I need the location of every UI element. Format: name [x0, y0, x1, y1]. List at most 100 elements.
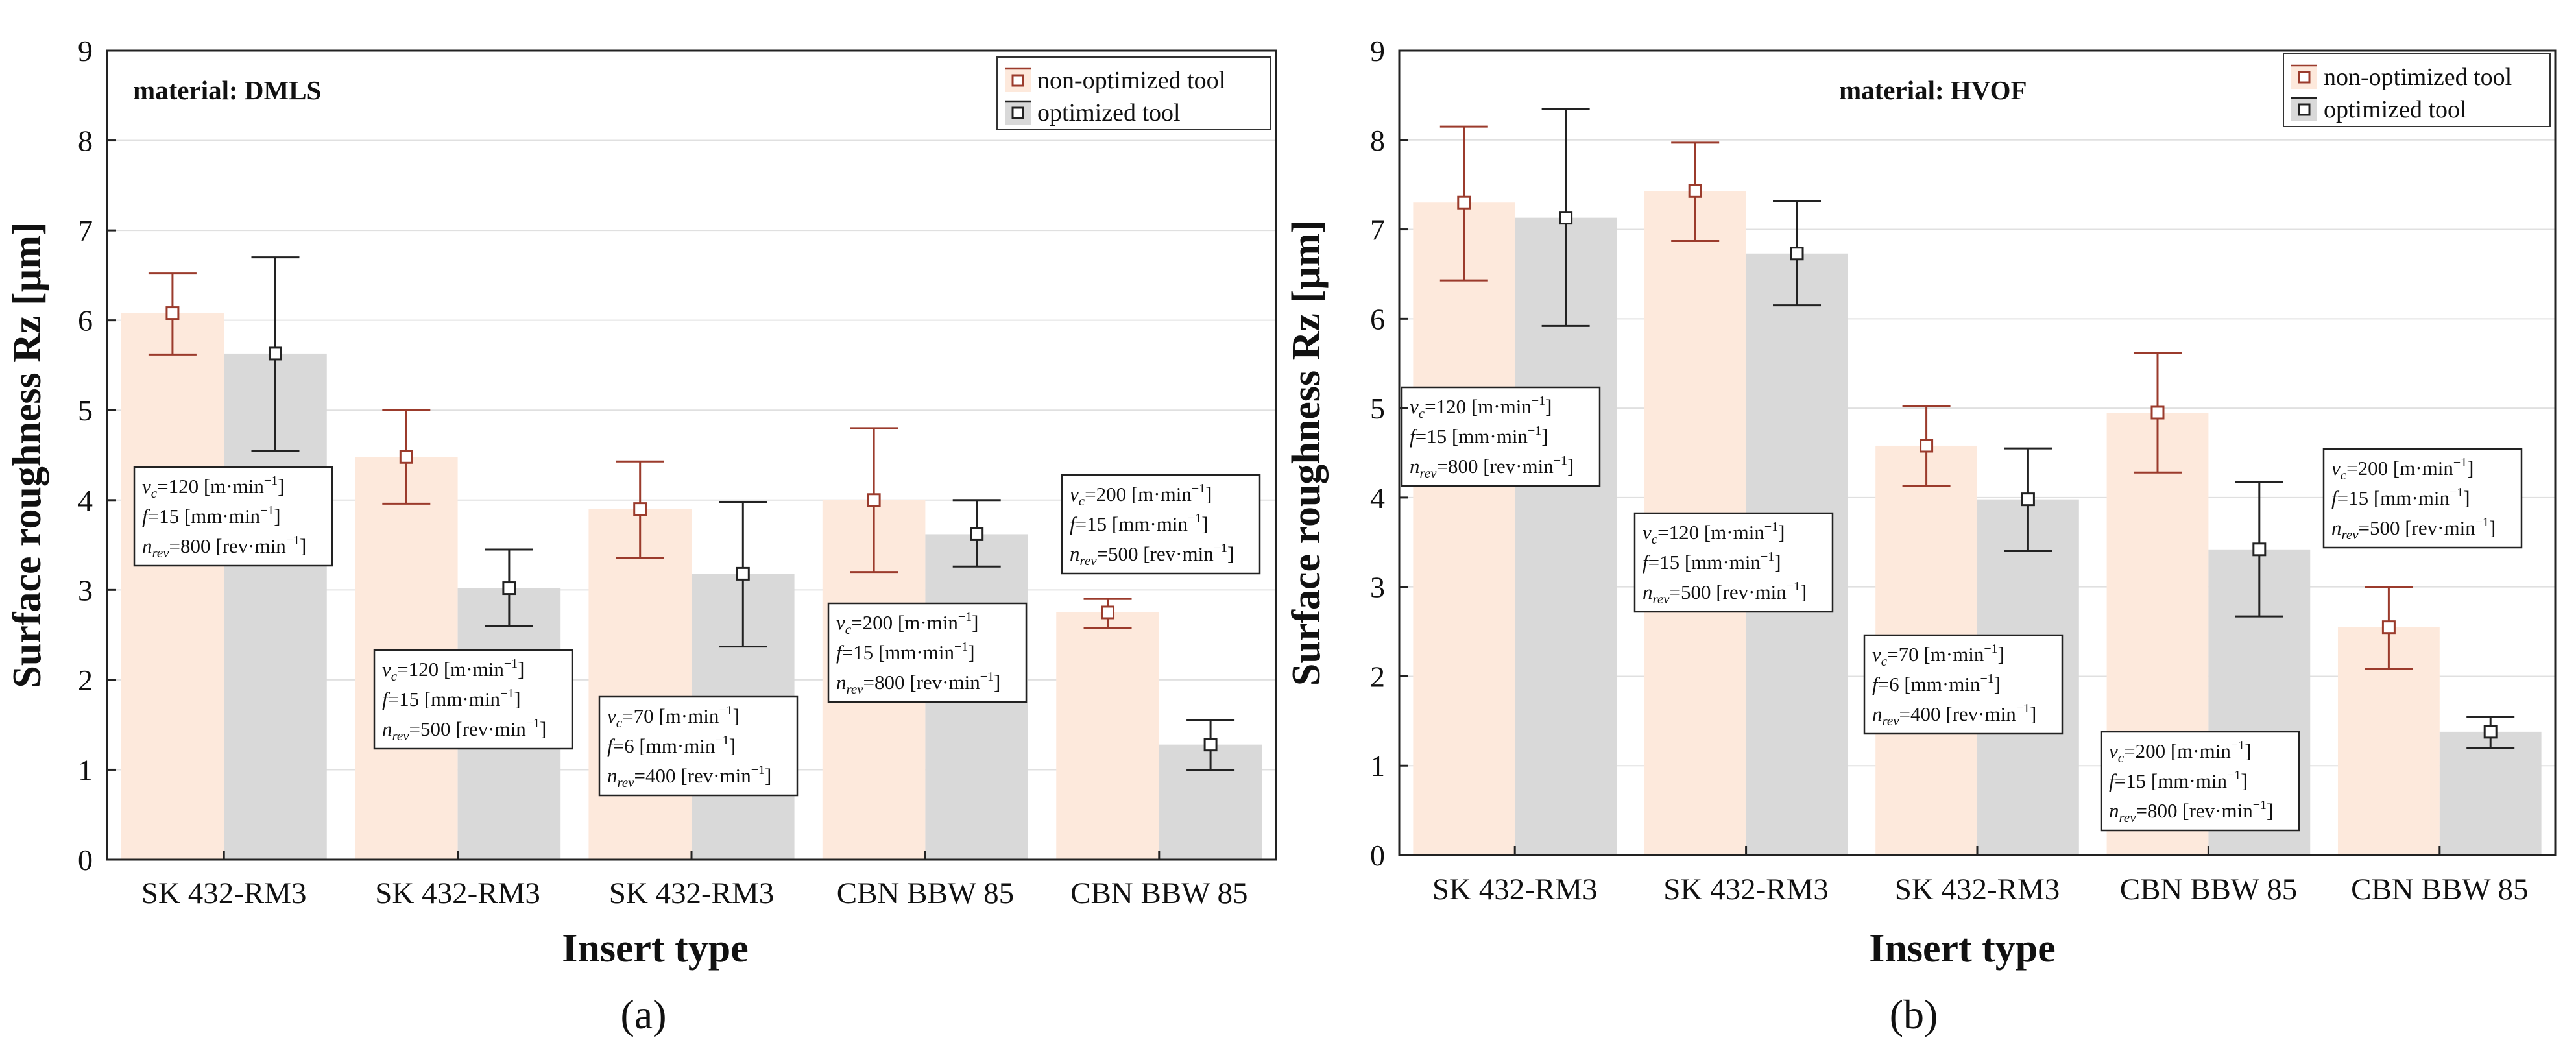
optimized-legend-swatch — [1005, 100, 1031, 125]
y-tick-label: 4 — [78, 484, 93, 517]
x-tick-label: SK 432-RM3 — [609, 877, 775, 910]
legend: non-optimized tool optimized tool — [2283, 53, 2551, 127]
parameter-annotation-3: vc=70 [m·min−1]f=6 [mm·min−1] nrev=400 [r… — [1863, 634, 2064, 735]
y-tick-label: 1 — [1370, 749, 1385, 782]
annotation-line: f=15 [mm·min−1] — [142, 503, 281, 527]
annotation-box — [598, 695, 799, 797]
annotation-line: f=6 [mm·min−1] — [1872, 671, 2001, 695]
panel-caption: (a) — [620, 991, 666, 1037]
y-tick-label: 6 — [78, 304, 93, 337]
parameter-annotation-2: vc=120 [m·min−1] f=15 [mm·min−1] nrev=500 … — [1633, 512, 1834, 613]
optimized-error-bar-5 — [2466, 715, 2515, 749]
non-optimized-error-bar-1 — [148, 272, 197, 356]
annotation-box — [133, 466, 333, 567]
y-tick-label: 6 — [1370, 302, 1385, 335]
annotation-line: vc=120 [m·min−1] — [142, 474, 284, 501]
legend-box — [2283, 53, 2551, 127]
y-tick-label: 5 — [78, 394, 93, 427]
optimized-error-bar-2 — [1773, 199, 1822, 307]
annotation-box — [2100, 731, 2300, 832]
panel-caption: (b) — [1890, 991, 1938, 1037]
parameter-annotation-4: vc=200 [m·min−1]f=15 [mm·min−1]nrev=800 … — [2100, 731, 2300, 832]
non-optimized-error-bar-4 — [850, 427, 898, 574]
y-tick-label: 8 — [78, 125, 93, 158]
annotation-box — [1863, 634, 2064, 735]
annotation-line: vc=70 [m·min−1] — [607, 703, 740, 731]
legend-label: optimized tool — [1037, 99, 1181, 127]
y-tick-label: 2 — [78, 664, 93, 697]
non-optimized-error-bar-5 — [2365, 586, 2413, 670]
x-tick-label: SK 432-RM3 — [1895, 873, 2060, 906]
y-tick-label: 0 — [1370, 839, 1385, 872]
non-optimized-error-bar-1 — [1439, 125, 1488, 282]
optimized-mean-marker-3 — [2021, 492, 2035, 507]
y-tick-label: 3 — [78, 574, 93, 607]
annotation-line: f=15 [mm·min−1] — [382, 686, 521, 710]
non-optimized-error-bar-5 — [1083, 598, 1132, 629]
non-optimized-bar-3 — [588, 509, 692, 860]
optimized-mean-marker-1 — [268, 346, 282, 361]
legend-box — [996, 56, 1271, 130]
material-label: material: DMLS — [133, 75, 321, 105]
annotation-line: nrev=800 [rev·min−1] — [1410, 453, 1574, 481]
annotation-line: vc=70 [m·min−1] — [1872, 642, 2004, 669]
annotation-line: nrev=500 [rev·min−1] — [2331, 515, 2496, 542]
annotation-box — [1401, 386, 1601, 487]
annotation-line: f=15 [mm·min−1] — [1410, 424, 1548, 448]
x-tick-label: CBN BBW 85 — [837, 877, 1014, 910]
optimized-error-bar-5 — [1186, 719, 1235, 771]
annotation-box — [1633, 512, 1834, 613]
x-tick-label: CBN BBW 85 — [1070, 877, 1247, 910]
y-axis-title: Surface roughness Rz [µm] — [5, 222, 49, 688]
annotation-line: nrev=800 [rev·min−1] — [2109, 798, 2273, 825]
y-tick-label: 1 — [78, 753, 93, 786]
optimized-mean-marker-2 — [1790, 247, 1804, 261]
annotation-line: f=6 [mm·min−1] — [607, 733, 736, 757]
optimized-error-bar-4 — [952, 499, 1001, 568]
x-tick-label: CBN BBW 85 — [2351, 873, 2528, 906]
parameter-annotation-5: vc=200 [m·min−1]f=15 [mm·min−1] nrev=500 … — [2322, 448, 2523, 549]
x-tick-label: CBN BBW 85 — [2120, 873, 2297, 906]
parameter-annotation-1: vc=120 [m·min−1]f=15 [mm·min−1] nrev=800 … — [133, 466, 333, 567]
parameter-annotation-1: vc=120 [m·min−1]f=15 [mm·min−1]nrev=800 … — [1401, 386, 1601, 487]
non-optimized-mean-marker-4 — [2150, 405, 2165, 420]
x-tick-label: SK 432-RM3 — [1663, 873, 1829, 906]
non-optimized-mean-marker-4 — [867, 493, 881, 507]
material-label: material: HVOF — [1839, 75, 2027, 105]
annotation-line: nrev=800 [rev·min−1] — [836, 670, 1000, 697]
annotation-box — [1061, 474, 1261, 575]
x-axis-title: Insert type — [562, 926, 749, 971]
y-tick-label: 4 — [1370, 481, 1385, 514]
optimized-legend-swatch — [2291, 97, 2317, 121]
annotation-box — [2322, 448, 2523, 549]
annotation-box — [827, 602, 1028, 703]
parameter-annotation-4: vc=200 [m·min−1]f=15 [mm·min−1]nrev=800 … — [827, 602, 1028, 703]
non-optimized-error-bar-2 — [1671, 141, 1720, 242]
legend-label: optimized tool — [2324, 96, 2467, 123]
y-tick-label: 7 — [1370, 213, 1385, 247]
optimized-error-bar-1 — [251, 256, 300, 452]
y-tick-label: 9 — [78, 34, 93, 67]
non-optimized-mean-marker-1 — [165, 306, 180, 320]
optimized-error-bar-3 — [719, 501, 767, 648]
optimized-error-bar-1 — [1541, 108, 1590, 327]
y-tick-label: 5 — [1370, 392, 1385, 425]
non-optimized-mean-marker-5 — [2381, 620, 2396, 635]
optimized-error-bar-2 — [485, 548, 533, 627]
optimized-mean-marker-1 — [1559, 211, 1573, 225]
annotation-line: vc=200 [m·min−1] — [2331, 455, 2474, 483]
annotation-line: nrev=800 [rev·min−1] — [142, 533, 306, 561]
optimized-mean-marker-4 — [970, 527, 984, 541]
annotation-line: nrev=400 [rev·min−1] — [1872, 701, 2036, 729]
y-tick-label: 2 — [1370, 660, 1385, 693]
non-optimized-mean-marker-3 — [633, 502, 647, 516]
y-tick-label: 8 — [1370, 124, 1385, 157]
annotation-line: vc=200 [m·min−1] — [2109, 738, 2251, 766]
parameter-annotation-3: vc=70 [m·min−1]f=6 [mm·min−1] nrev=400 [r… — [598, 695, 799, 797]
annotation-line: vc=120 [m·min−1] — [382, 657, 524, 684]
legend: non-optimized tool optimized tool — [996, 56, 1271, 130]
annotation-line: vc=120 [m·min−1] — [1643, 520, 1785, 547]
non-optimized-bar-1 — [1413, 202, 1515, 855]
non-optimized-mean-marker-2 — [399, 450, 413, 464]
